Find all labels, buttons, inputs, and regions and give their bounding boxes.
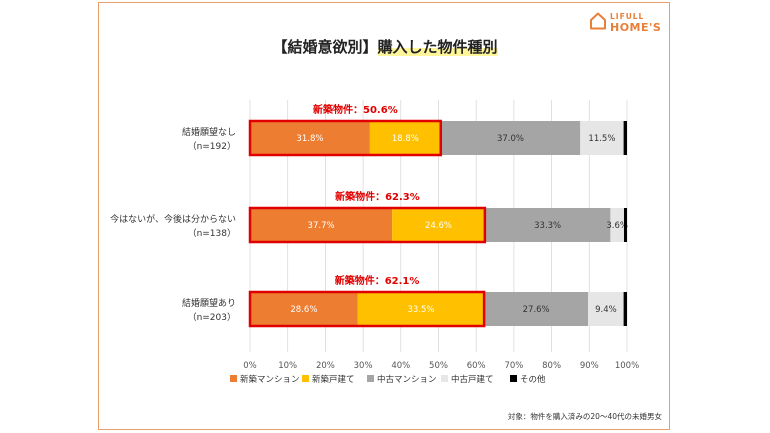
bar-segment (250, 292, 358, 326)
data-label: 11.5% (588, 134, 615, 144)
footnote: 対象：物件を購入済みの20～40代の未婚男女 (507, 412, 662, 421)
x-tick-label: 0% (243, 361, 257, 371)
legend-label: 新築戸建て (312, 374, 355, 385)
legend-swatch (510, 375, 517, 382)
legend-label: 中古マンション (377, 374, 437, 385)
x-tick-label: 100% (615, 361, 639, 371)
logo-text-bottom: HOME'S (610, 21, 662, 34)
highlight-box (248, 206, 487, 244)
annotation-label: 新築物件：50.6% (313, 103, 398, 116)
bar-segment (623, 208, 627, 242)
bar-segment (623, 292, 627, 326)
chart-title-main: 購入した物件種別 (377, 38, 498, 56)
legend-label: 中古戸建て (451, 374, 494, 385)
bar-segment (588, 292, 624, 326)
x-tick-label: 30% (354, 361, 373, 371)
data-label: 24.6% (425, 221, 452, 231)
bar-segment (484, 292, 589, 326)
data-label: 18.8% (392, 134, 419, 144)
bar-segment (623, 121, 627, 155)
x-tick-label: 90% (580, 361, 599, 371)
data-label: 3.6% (606, 221, 628, 231)
legend-label: 新築マンション (240, 374, 300, 385)
x-tick-label: 10% (278, 361, 297, 371)
category-label: （n=192） (188, 141, 236, 152)
data-label: 28.6% (290, 305, 317, 315)
legend-label: その他 (520, 374, 546, 385)
x-tick-label: 70% (504, 361, 523, 371)
category-label: （n=203） (188, 312, 236, 323)
category-label: 結婚願望なし (182, 126, 236, 138)
highlight-box (248, 119, 443, 157)
data-label: 31.8% (296, 134, 323, 144)
bar-segment (580, 121, 624, 155)
x-tick-label: 40% (391, 361, 410, 371)
chart-title-prefix: 【結婚意欲別】 (272, 38, 378, 56)
highlight-box (248, 290, 486, 328)
brand-logo: LIFULL HOME'S (590, 10, 670, 36)
x-tick-label: 60% (467, 361, 486, 371)
bar-segment (484, 208, 611, 242)
data-label: 33.5% (407, 305, 434, 315)
annotation-label: 新築物件：62.1% (335, 274, 420, 287)
bar-segment (250, 121, 370, 155)
bar-segment (392, 208, 485, 242)
bar-segment (440, 121, 581, 155)
bar-segment (369, 121, 441, 155)
data-label: 9.4% (595, 305, 617, 315)
x-tick-label: 80% (542, 361, 561, 371)
bar-segment (357, 292, 485, 326)
category-label: 今はないが、今後は分からない (110, 213, 236, 225)
chart-title: 【結婚意欲別】購入した物件種別 (0, 36, 770, 57)
annotation-label: 新築物件：62.3% (335, 190, 420, 203)
logo-text-top: LIFULL (610, 12, 645, 21)
house-icon (590, 12, 606, 30)
x-tick-label: 20% (316, 361, 335, 371)
category-label: 結婚願望あり (182, 297, 236, 309)
data-label: 37.7% (308, 221, 335, 231)
legend-swatch (441, 375, 448, 382)
legend-swatch (302, 375, 309, 382)
data-label: 27.6% (523, 305, 550, 315)
category-label: （n=138） (188, 228, 236, 239)
x-tick-label: 50% (429, 361, 448, 371)
data-label: 33.3% (534, 221, 561, 231)
legend-swatch (367, 375, 374, 382)
bar-segment (610, 208, 624, 242)
data-label: 37.0% (497, 134, 524, 144)
bar-segment (250, 208, 393, 242)
legend-swatch (230, 375, 237, 382)
